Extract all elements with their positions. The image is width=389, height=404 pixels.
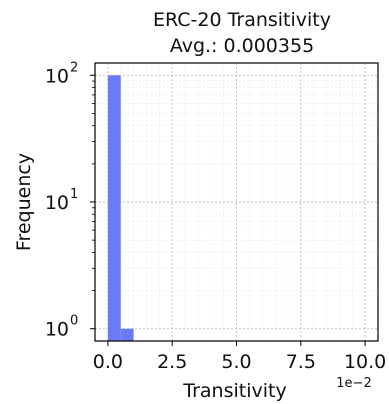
y-tick-label-base: 10 (45, 65, 69, 87)
y-tick-label-exponent: 0 (70, 314, 78, 329)
y-tick-label-exponent: 2 (70, 60, 78, 75)
x-tick-label: 2.5 (157, 351, 187, 373)
y-tick-label-exponent: 1 (70, 187, 78, 202)
histogram-bar (107, 75, 121, 341)
x-scale-offset: 1e−2 (336, 376, 371, 391)
x-tick-label: 10.0 (344, 351, 386, 373)
grid (94, 63, 379, 341)
x-tick-label: 0.0 (93, 351, 123, 373)
x-tick-label: 7.5 (286, 351, 316, 373)
chart-title-line2: Avg.: 0.000355 (170, 35, 314, 57)
histogram-bar (120, 328, 134, 341)
bars (107, 75, 134, 341)
chart-title-line1: ERC-20 Transitivity (153, 9, 331, 31)
y-tick-label-base: 10 (45, 192, 69, 214)
x-tick-label: 5.0 (221, 351, 251, 373)
y-axis-label: Frequency (13, 153, 35, 251)
x-axis-label: Transitivity (182, 380, 286, 402)
y-tick-label-base: 10 (45, 319, 69, 341)
